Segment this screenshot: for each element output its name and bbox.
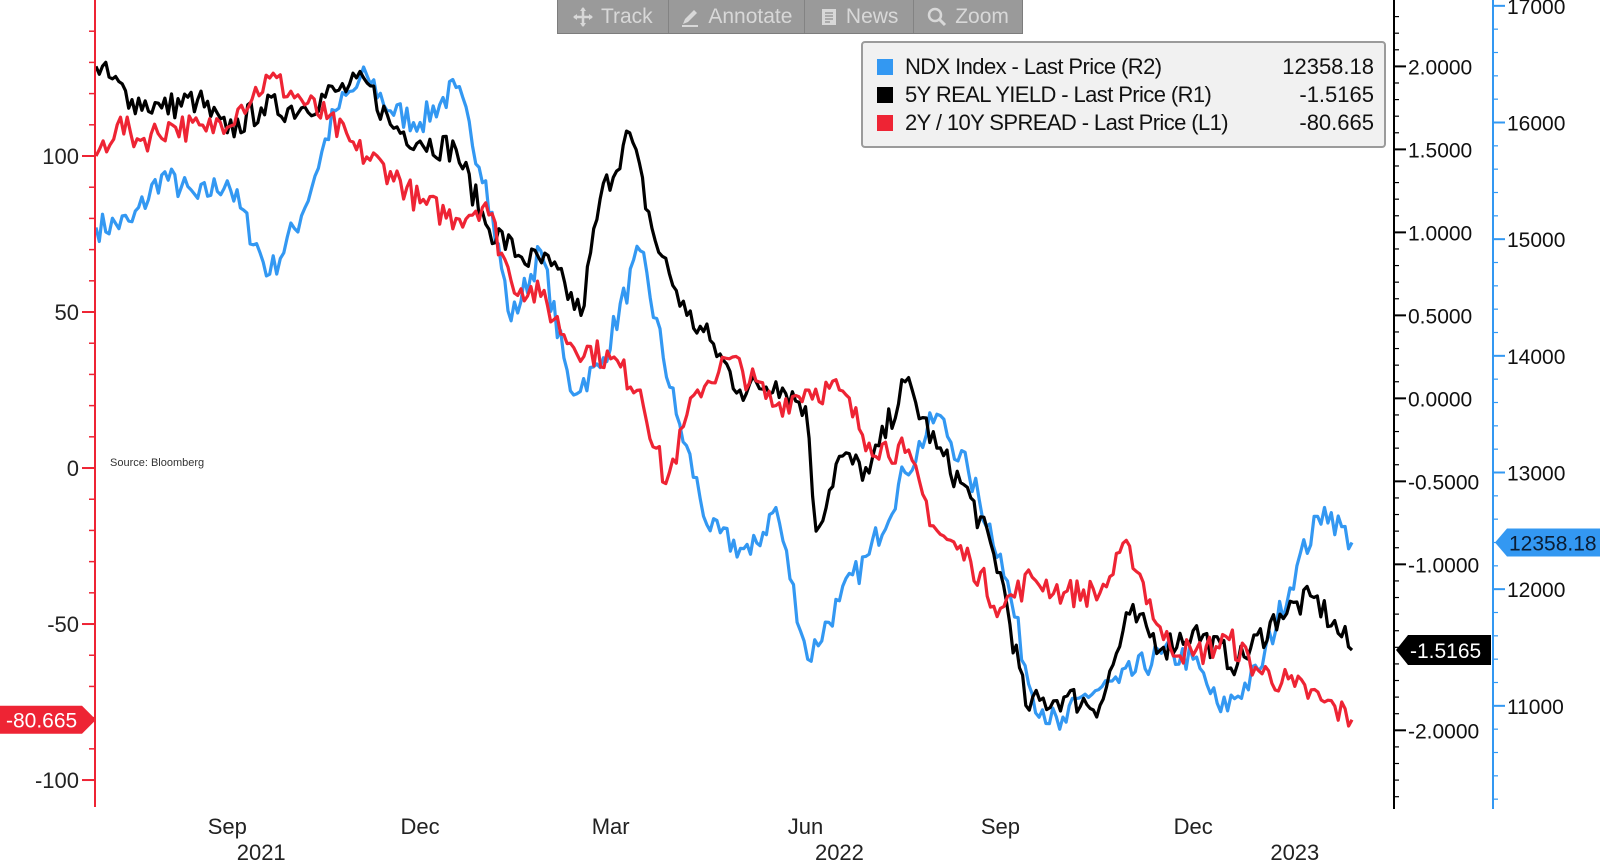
right-axis-r1-tick-label: -2.0000 — [1408, 720, 1479, 743]
series-line-real-yield — [94, 60, 1354, 719]
toolbar-button-label: Annotate — [708, 4, 793, 28]
right-axis-r2-tick-label: 14000 — [1507, 346, 1565, 369]
toolbar-track-button[interactable]: Track — [558, 0, 669, 33]
legend-entry: 2Y / 10Y SPREAD - Last Price (L1) -80.665 — [877, 109, 1374, 137]
chart-toolbar: Track Annotate News Zoom — [557, 0, 1023, 34]
legend-swatch — [877, 59, 893, 75]
source-note: Source: Bloomberg — [110, 457, 204, 469]
x-axis-year-label: 2021 — [237, 840, 286, 865]
right-axis-r1-tick-label: 1.5000 — [1408, 139, 1472, 162]
series-group — [94, 60, 1354, 731]
spread-last-value-label: -80.665 — [6, 710, 77, 733]
x-axis-month-label: Jun — [788, 814, 823, 839]
legend-swatch — [877, 87, 893, 103]
x-axis-month-label: Sep — [981, 814, 1020, 839]
left-axis-tick-label: 50 — [55, 300, 79, 325]
magnifier-icon — [927, 7, 947, 27]
news-icon — [820, 8, 838, 26]
right-axis-r1-tick-label: 1.0000 — [1408, 222, 1472, 245]
toolbar-button-label: Track — [600, 4, 653, 28]
legend-value: 12358.18 — [1282, 54, 1374, 79]
legend-entry: 5Y REAL YIELD - Last Price (R1) -1.5165 — [877, 81, 1374, 109]
x-axis-month-label: Mar — [592, 814, 630, 839]
legend-box: NDX Index - Last Price (R2) 12358.18 5Y RE… — [861, 41, 1386, 148]
right-axis-r1-tick-label: -0.5000 — [1408, 471, 1479, 494]
toolbar-annotate-button[interactable]: Annotate — [669, 0, 806, 33]
x-axis-month-label: Dec — [1174, 814, 1213, 839]
ndx-last-value-label: 12358.18 — [1509, 533, 1597, 556]
right-axis-r2-tick-label: 11000 — [1507, 696, 1564, 719]
left-axis-tick-label: -100 — [35, 768, 79, 793]
legend-entry: NDX Index - Last Price (R2) 12358.18 — [877, 53, 1374, 81]
right-axis-r1-tick-label: 2.0000 — [1408, 56, 1472, 79]
spread-last-value-flag — [0, 705, 96, 734]
series-line-ndx — [94, 65, 1354, 731]
right-axis-r2-tick-label: 17000 — [1507, 0, 1565, 19]
crosshair-icon — [572, 6, 593, 27]
toolbar-button-label: News — [845, 4, 899, 28]
right-axis-r1-tick-label: 0.5000 — [1408, 305, 1472, 328]
ndx-last-value-flag — [1495, 528, 1600, 557]
right-axis-r1-tick-label: -1.0000 — [1408, 554, 1479, 577]
x-axis-year-label: 2022 — [815, 840, 864, 865]
toolbar-zoom-button[interactable]: Zoom — [914, 0, 1022, 33]
left-axis-tick-label: 0 — [67, 456, 79, 481]
x-axis-month-label: Dec — [400, 814, 439, 839]
right-axis-r2-tick-label: 15000 — [1507, 229, 1565, 252]
left-axis-tick-label: 100 — [42, 144, 79, 169]
legend-value: -80.665 — [1299, 110, 1374, 135]
right-axis-r2-tick-label: 16000 — [1507, 113, 1565, 136]
legend-label: 5Y REAL YIELD - Last Price (R1) — [905, 82, 1212, 107]
x-axis-year-label: 2023 — [1270, 840, 1319, 865]
pencil-icon — [680, 7, 700, 27]
toolbar-button-label: Zoom — [955, 4, 1009, 28]
series-line-spread — [94, 71, 1354, 728]
right-axis-r2-tick-label: 13000 — [1507, 463, 1565, 486]
real-yield-last-value-flag — [1396, 635, 1491, 666]
x-axis-month-label: Sep — [208, 814, 247, 839]
legend-label: 2Y / 10Y SPREAD - Last Price (L1) — [905, 110, 1229, 135]
toolbar-news-button[interactable]: News — [805, 0, 915, 33]
right-axis-r1-tick-label: 0.0000 — [1408, 388, 1472, 411]
legend-value: -1.5165 — [1299, 82, 1374, 107]
right-axis-r2-tick-label: 12000 — [1507, 579, 1565, 602]
legend-swatch — [877, 115, 893, 131]
legend-label: NDX Index - Last Price (R2) — [905, 54, 1162, 79]
real-yield-last-value-label: -1.5165 — [1410, 640, 1481, 663]
left-axis-tick-label: -50 — [47, 612, 79, 637]
